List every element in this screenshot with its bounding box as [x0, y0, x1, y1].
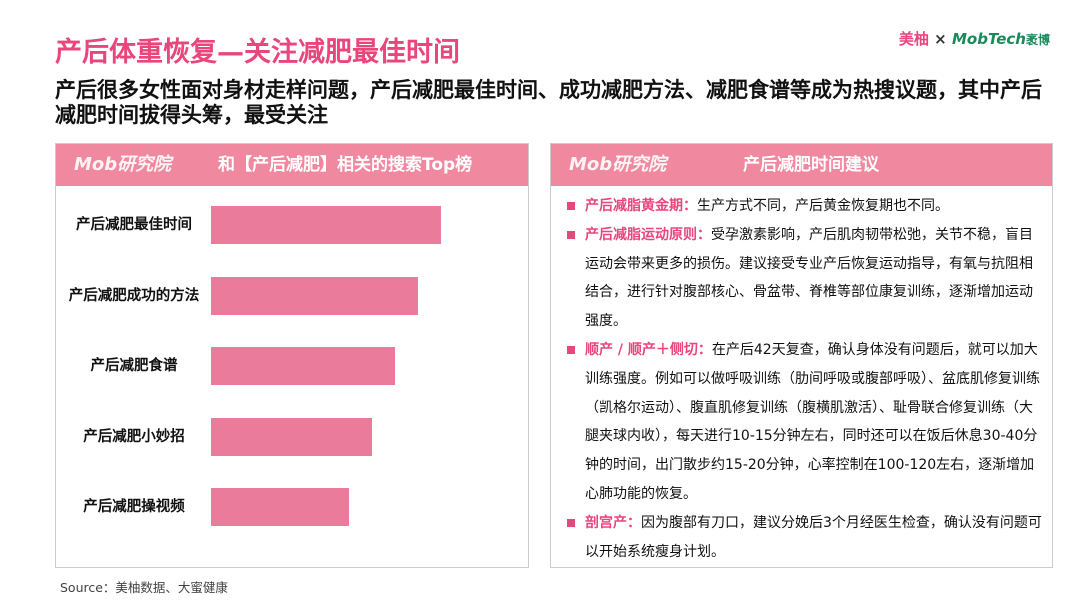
- panel-heading: 和【产后减肥】相关的搜索Top榜: [218, 155, 473, 175]
- bar: [211, 276, 418, 315]
- item-label: 剖宫产：: [585, 514, 641, 531]
- category-label: 产后减肥操视频: [83, 499, 185, 515]
- item-label: 产后减脂黄金期：: [585, 198, 697, 214]
- list-item: 产后减脂黄金期：生产方式不同，产后黄金恢复期也不同。: [565, 192, 1044, 221]
- category-label: 产后减肥小妙招: [83, 428, 185, 445]
- times: ×: [934, 30, 947, 48]
- item-text: 在产后42天复查，确认身体没有问题后，就可以加大训练强度。例如可以做呼吸训练（肋…: [585, 341, 1040, 502]
- item-label: 产后减脂运动原则：: [585, 226, 711, 243]
- brand: Mob研究院: [74, 154, 172, 175]
- brand: Mob研究院: [569, 154, 667, 175]
- panel-header: Mob研究院 和【产后减肥】相关的搜索Top榜: [56, 144, 528, 186]
- panel-heading: 产后减肥时间建议: [743, 155, 879, 175]
- logo-left: 美柚: [898, 30, 929, 48]
- title: 产后体重恢复—关注减肥最佳时间: [55, 37, 460, 68]
- list-item: 顺产 / 顺产＋侧切：在产后42天复查，确认身体没有问题后，就可以加大训练强度。…: [565, 336, 1044, 509]
- list-item: 产后减脂运动原则：受孕激素影响，产后肌肉韧带松弛，关节不稳，盲目运动会带来更多的…: [565, 221, 1044, 336]
- item-label: 顺产 / 顺产＋侧切：: [585, 341, 712, 358]
- bar: [211, 488, 349, 526]
- subtitle: 产后很多女性面对身材走样问题，产后减肥最佳时间、成功减肥方法、减肥食谱等成为热搜…: [55, 78, 1042, 127]
- left-panel: Mob研究院 和【产后减肥】相关的搜索Top榜 产后减肥最佳时间 产后减肥成功的方…: [55, 143, 529, 568]
- source: Source：美柚数据、大蜜健康: [60, 580, 228, 595]
- bar: [211, 206, 441, 244]
- item-text: 受孕激素影响，产后肌肉韧带松弛，关节不稳，盲目运动会带来更多的损伤。建议接受专业…: [585, 226, 1033, 330]
- category-label: 产后减肥最佳时间: [76, 217, 192, 233]
- item-text: 生产方式不同，产后黄金恢复期也不同。: [697, 198, 949, 214]
- list-item: 剖宫产：因为腹部有刀口，建议分娩后3个月经医生检查，确认没有问题可以开始系统瘦身…: [565, 509, 1044, 567]
- logos: 美柚 × MobTech袤博: [899, 28, 1050, 49]
- item-list: 产后减脂黄金期：生产方式不同，产后黄金恢复期也不同。 产后减脂运动原则：受孕激素影…: [565, 192, 1044, 566]
- item-text: 因为腹部有刀口，建议分娩后3个月经医生检查，确认没有问题可以开始系统瘦身计划。: [585, 514, 1042, 560]
- category-label: 产后减肥食谱: [90, 358, 178, 374]
- panel-header: Mob研究院 产后减肥时间建议: [551, 144, 1052, 186]
- bar: [211, 347, 395, 385]
- right-panel: Mob研究院 产后减肥时间建议 产后减脂黄金期：生产方式不同，产后黄金恢复期也不…: [550, 143, 1053, 568]
- logo-right: MobTech: [951, 30, 1026, 48]
- logo-right-cn: 袤博: [1025, 33, 1050, 47]
- bar: [211, 417, 372, 456]
- category-label: 产后减肥成功的方法: [68, 287, 200, 304]
